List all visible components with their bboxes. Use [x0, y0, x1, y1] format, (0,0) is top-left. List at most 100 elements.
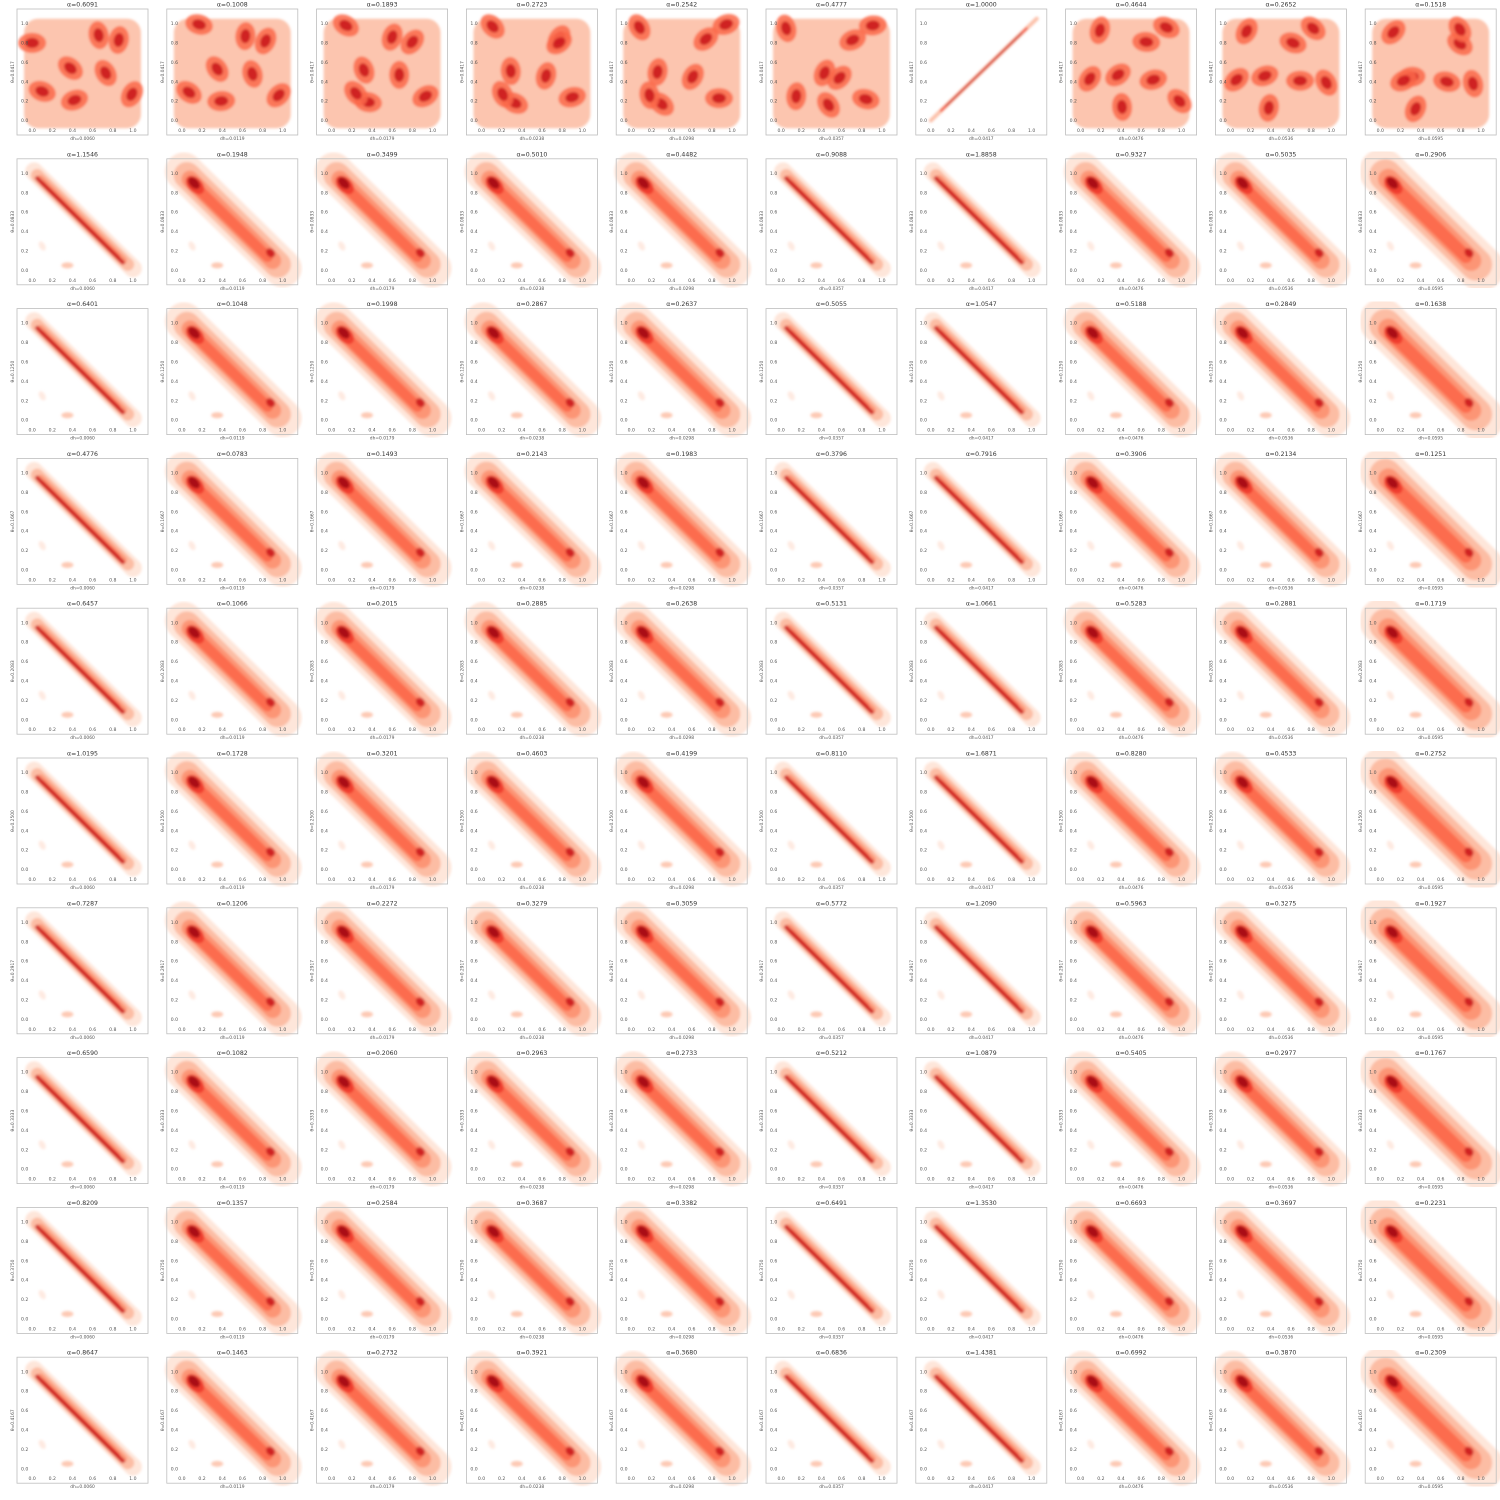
x-tick-label: 0.4 [968, 1027, 975, 1033]
y-tick-label: 1.0 [21, 1369, 28, 1375]
x-tick-label: 0.2 [1097, 577, 1104, 583]
subplot-title: α=0.3870 [1265, 1350, 1296, 1357]
y-tick-label: 0.0 [21, 418, 28, 424]
y-tick-label: 1.0 [321, 770, 328, 776]
y-tick-label: 0.6 [920, 959, 927, 965]
y-axis-label: θ=0.3333 [609, 1110, 615, 1132]
y-tick-label: 0.4 [1369, 828, 1376, 834]
density-contours [25, 761, 142, 877]
x-tick-label: 0.2 [198, 1027, 205, 1033]
y-tick-label: 1.0 [620, 770, 627, 776]
y-tick-label: 0.4 [620, 1278, 627, 1284]
x-tick-label: 0.8 [259, 1326, 266, 1332]
x-axis-label: dh=0.0476 [1119, 286, 1144, 292]
x-tick-label: 0.8 [1457, 1177, 1464, 1183]
y-tick-label: 0.4 [171, 678, 178, 684]
y-axis-label: θ=0.3333 [10, 1110, 16, 1132]
y-tick-label: 0.6 [1369, 1408, 1376, 1414]
x-tick-label: 0.6 [1437, 428, 1444, 434]
x-tick-label: 0.6 [538, 1027, 545, 1033]
y-tick-label: 0.2 [1070, 848, 1077, 854]
y-tick-label: 0.4 [620, 678, 627, 684]
subplot-frame [915, 1057, 1048, 1184]
y-axis-label: θ=0.1250 [1358, 361, 1364, 383]
x-tick-label: 1.0 [279, 278, 286, 284]
y-tick-label: 0.0 [770, 717, 777, 723]
subplot-title: α=0.1638 [1415, 301, 1446, 308]
x-tick-label: 0.8 [708, 1476, 715, 1482]
subplot-frame [1215, 1207, 1347, 1334]
y-tick-label: 1.0 [171, 1369, 178, 1375]
subplot-frame [915, 757, 1048, 885]
y-tick-label: 0.4 [171, 79, 178, 85]
y-axis-label: θ=0.2500 [1358, 810, 1364, 832]
x-tick-label: 1.0 [579, 1177, 586, 1183]
y-axis-label: θ=0.3750 [1208, 1259, 1214, 1281]
y-tick-label: 0.0 [470, 1316, 477, 1322]
y-tick-label: 0.6 [920, 1109, 927, 1115]
subplot-frame [16, 1057, 149, 1184]
x-tick-label: 1.0 [429, 1027, 436, 1033]
density-contours [774, 1360, 891, 1476]
y-tick-label: 1.0 [920, 171, 927, 177]
subplot-frame [1065, 607, 1197, 735]
x-tick-label: 1.0 [1477, 428, 1484, 434]
density-contours [773, 14, 890, 129]
x-tick-label: 0.2 [798, 428, 805, 434]
density-contours [614, 1201, 752, 1336]
x-tick-label: 0.8 [259, 727, 266, 733]
y-tick-label: 0.6 [21, 659, 28, 665]
subplot-frame [465, 1057, 598, 1184]
x-tick-label: 0.8 [708, 278, 715, 284]
x-tick-label: 0.2 [798, 278, 805, 284]
x-tick-label: 1.0 [1178, 1177, 1185, 1183]
x-tick-label: 0.8 [858, 1027, 865, 1033]
y-tick-label: 0.4 [171, 379, 178, 385]
y-tick-label: 0.0 [620, 717, 627, 723]
x-axis-label: dh=0.0357 [819, 1035, 844, 1041]
x-tick-label: 0.4 [1117, 577, 1124, 583]
x-tick-label: 1.0 [279, 128, 286, 134]
y-tick-label: 0.0 [321, 268, 328, 274]
subplot-frame [615, 308, 748, 436]
x-tick-label: 0.6 [89, 727, 96, 733]
subplot-frame [765, 308, 898, 436]
y-tick-label: 0.4 [620, 1128, 627, 1134]
y-tick-label: 0.8 [920, 939, 927, 945]
y-tick-label: 0.2 [770, 997, 777, 1003]
y-tick-label: 1.0 [620, 321, 627, 327]
x-tick-label: 1.0 [1477, 577, 1484, 583]
x-tick-label: 0.8 [409, 727, 416, 733]
x-tick-label: 0.0 [1227, 1177, 1234, 1183]
subplot-frame [1364, 158, 1497, 286]
density-contours [314, 152, 452, 288]
y-tick-label: 1.0 [21, 770, 28, 776]
y-axis-label: θ=0.0833 [909, 211, 915, 233]
x-tick-label: 0.8 [409, 128, 416, 134]
x-tick-label: 1.0 [1328, 1476, 1335, 1482]
x-tick-label: 0.8 [558, 278, 565, 284]
x-tick-label: 0.6 [239, 1177, 246, 1183]
y-tick-label: 0.2 [920, 997, 927, 1003]
y-tick-label: 0.8 [620, 340, 627, 346]
y-axis-label: θ=0.3333 [909, 1110, 915, 1132]
y-tick-label: 0.2 [1369, 99, 1376, 105]
x-tick-label: 0.4 [1417, 1326, 1424, 1332]
y-tick-label: 0.4 [1070, 79, 1077, 85]
x-tick-label: 0.2 [1247, 877, 1254, 883]
y-axis-label: θ=0.3333 [1358, 1110, 1364, 1132]
subplot-title: α=0.3697 [1265, 1200, 1296, 1207]
density-contours [25, 162, 142, 278]
